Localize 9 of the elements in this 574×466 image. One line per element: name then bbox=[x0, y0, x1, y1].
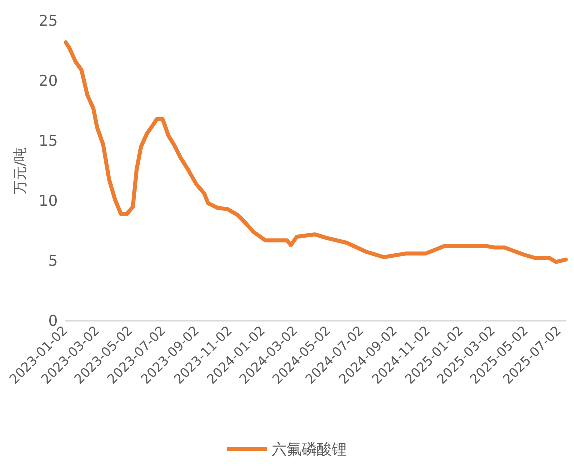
y-axis-title: 万元/吨 bbox=[13, 148, 29, 194]
y-tick-label: 5 bbox=[48, 252, 58, 270]
y-tick-label: 25 bbox=[38, 12, 58, 30]
legend-label: 六氟磷酸锂 bbox=[272, 440, 347, 458]
y-tick-label: 20 bbox=[38, 72, 58, 90]
y-tick-label: 15 bbox=[38, 132, 58, 150]
y-tick-label: 0 bbox=[48, 312, 58, 330]
line-series bbox=[64, 40, 568, 264]
y-tick-label: 10 bbox=[38, 192, 58, 210]
